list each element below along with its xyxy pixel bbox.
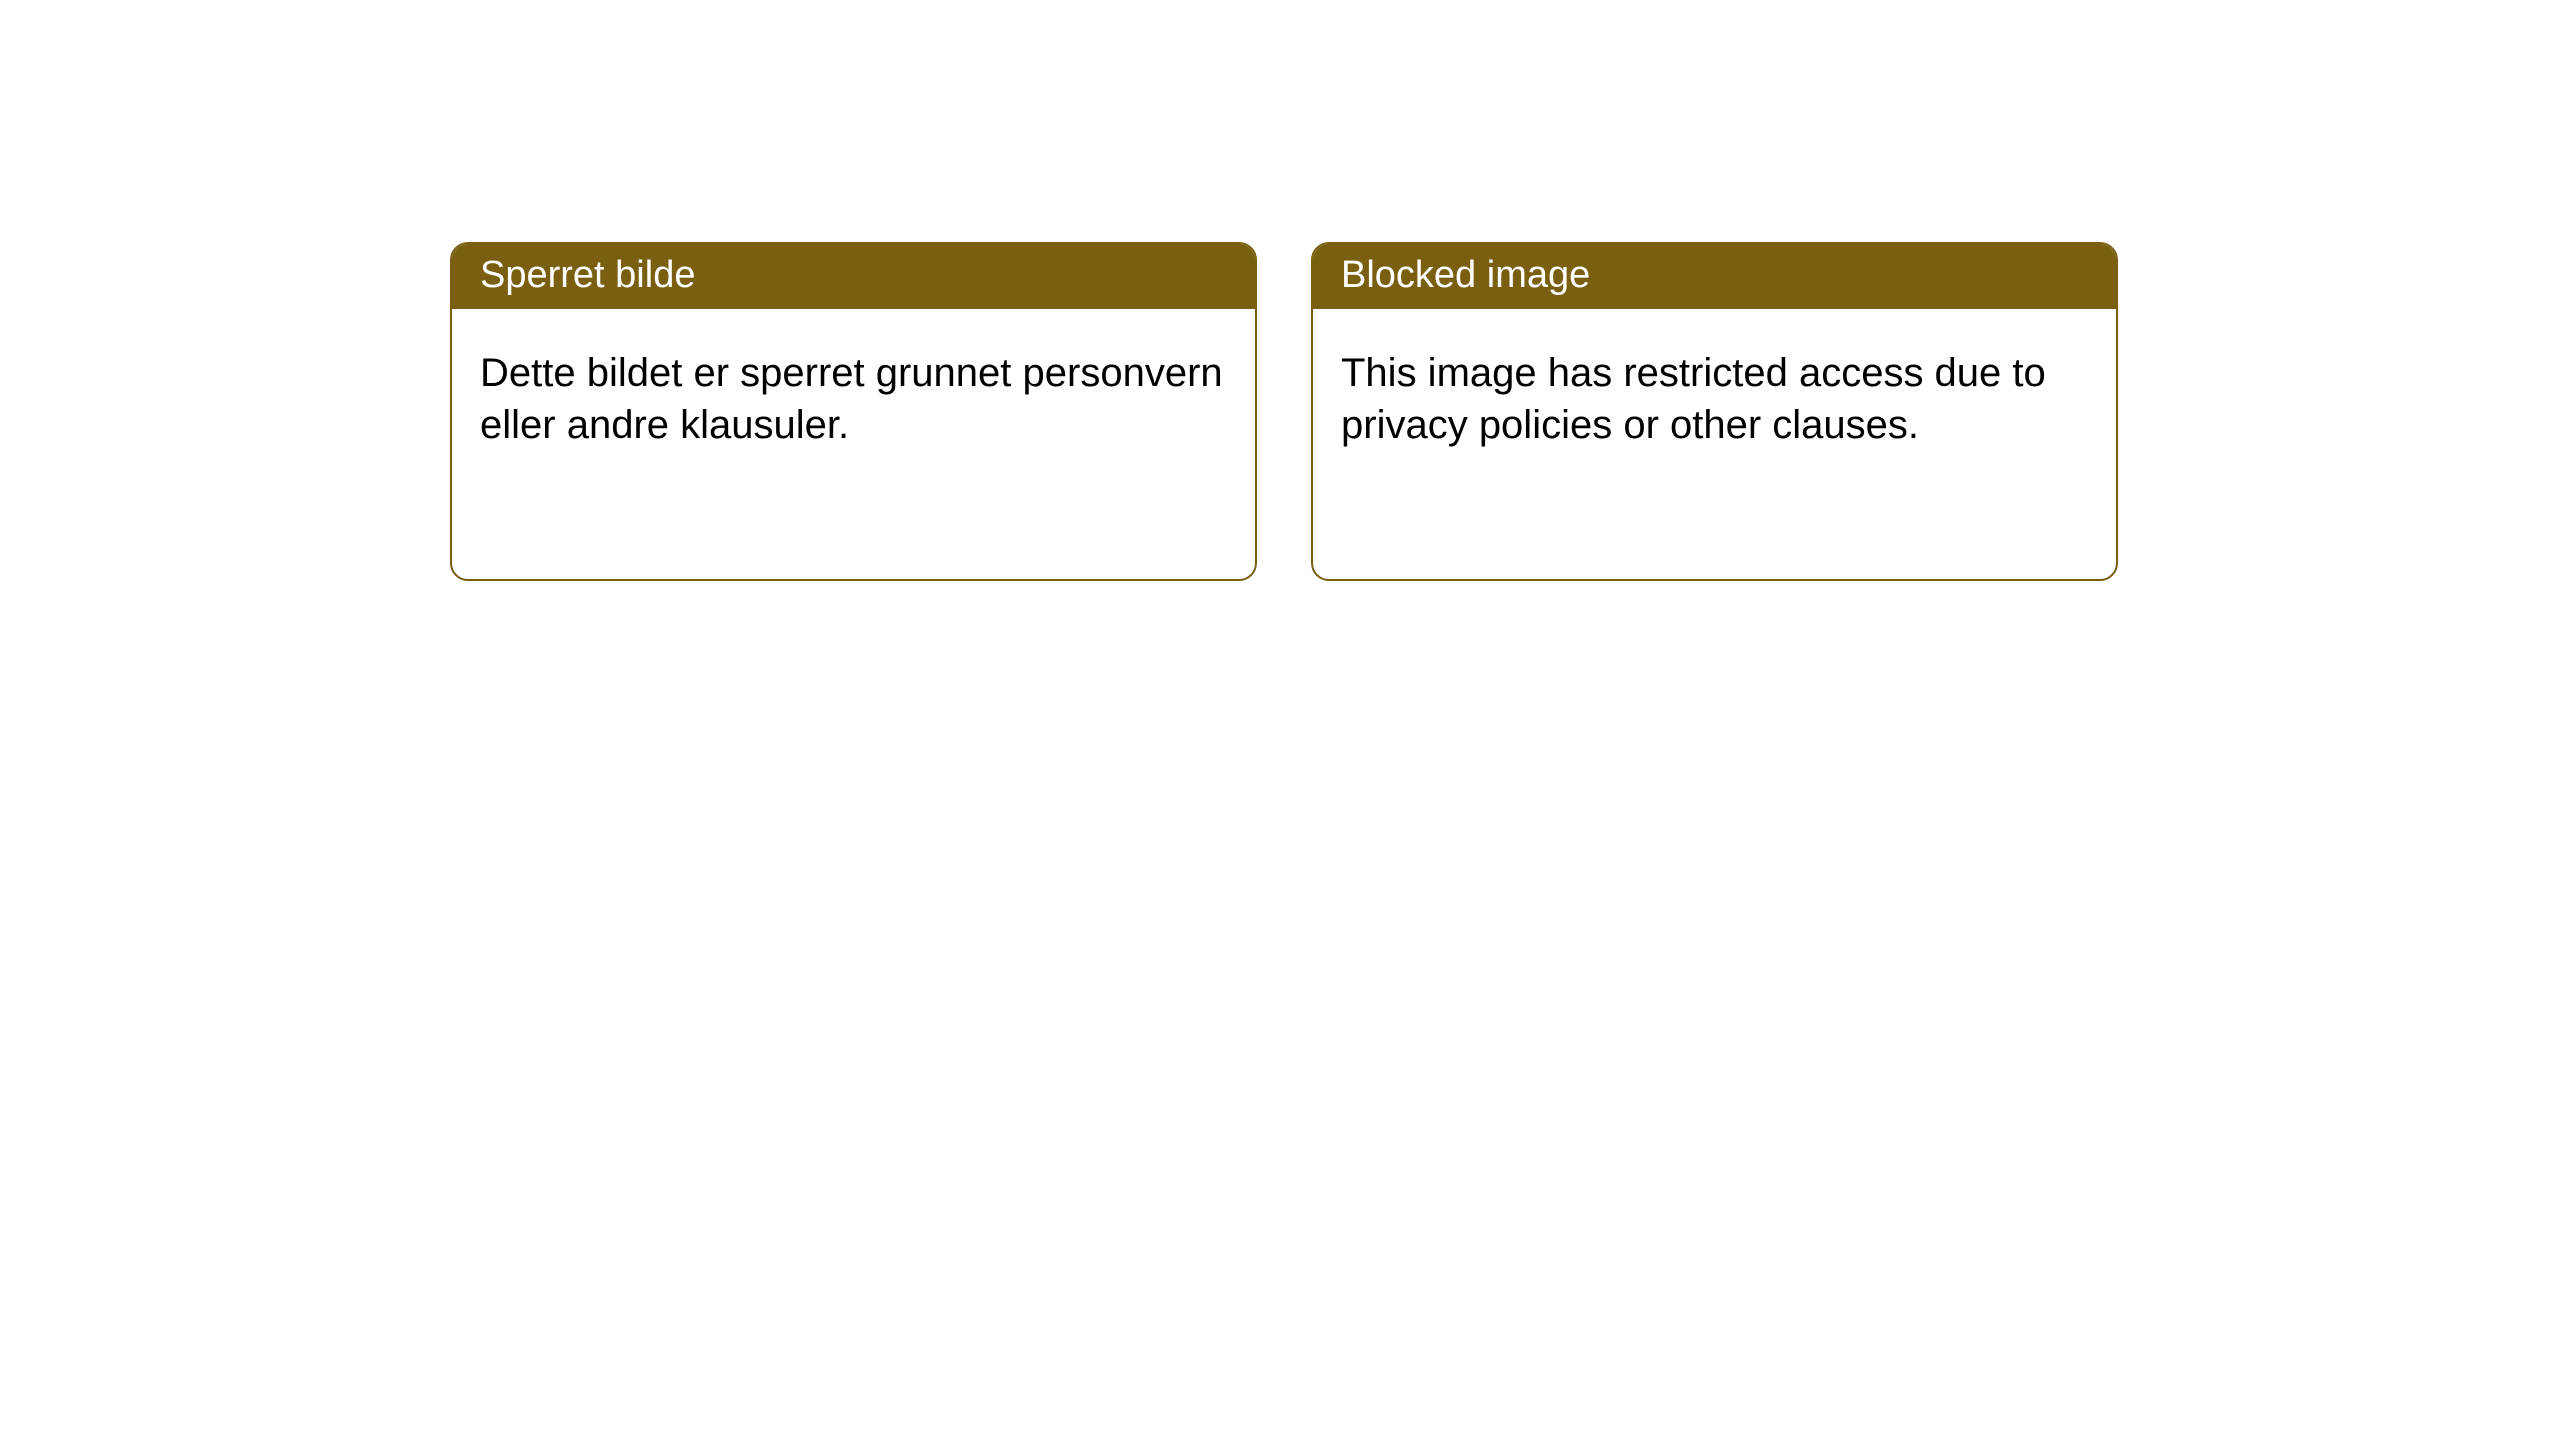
notice-cards-container: Sperret bilde Dette bildet er sperret gr… [0, 0, 2560, 581]
card-header: Blocked image [1313, 244, 2116, 309]
card-body: This image has restricted access due to … [1313, 309, 2116, 579]
card-body-text: This image has restricted access due to … [1341, 351, 2046, 447]
card-title: Sperret bilde [480, 254, 695, 296]
card-body: Dette bildet er sperret grunnet personve… [452, 309, 1255, 579]
card-title: Blocked image [1341, 254, 1590, 296]
notice-card-norwegian: Sperret bilde Dette bildet er sperret gr… [450, 242, 1257, 581]
card-body-text: Dette bildet er sperret grunnet personve… [480, 351, 1223, 447]
card-header: Sperret bilde [452, 244, 1255, 309]
notice-card-english: Blocked image This image has restricted … [1311, 242, 2118, 581]
